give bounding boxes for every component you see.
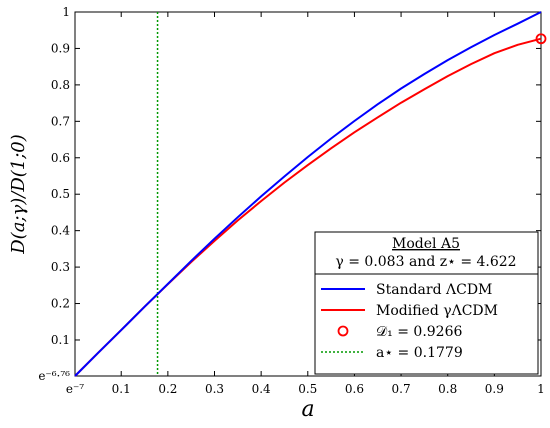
y-tick-label: 0.1 xyxy=(51,333,70,347)
data-series xyxy=(74,11,547,377)
legend-title: Model A5 xyxy=(392,236,460,252)
legend-entry-standard: Standard ΛCDM xyxy=(376,282,492,298)
y-tick-label: 0.7 xyxy=(51,114,70,128)
x-tick-label: 0.7 xyxy=(392,382,411,396)
x-tick-label: e⁻⁷ xyxy=(66,382,84,396)
y-tick-label: 0.5 xyxy=(51,187,70,201)
x-tick-label: 0.6 xyxy=(345,382,364,396)
y-tick-label: 1 xyxy=(62,5,70,19)
y-tick-label: e⁻⁶·⁷⁶ xyxy=(38,369,70,383)
legend-entry-marker: 𝒟₁ = 0.9266 xyxy=(376,324,462,340)
legend-box xyxy=(314,231,539,375)
axis-ticks: e⁻⁷ 0.1 0.2 0.3 0.4 0.5 0.6 0.7 0.8 0.9 1 e⁻⁶·⁷⁶ 0.1… xyxy=(38,5,545,396)
legend-subtitle: γ = 0.083 and z⋆ = 4.622 xyxy=(335,254,516,270)
x-tick-label: 0.1 xyxy=(112,382,131,396)
x-tick-label: 0.3 xyxy=(205,382,224,396)
x-tick-label: 0.4 xyxy=(252,382,271,396)
x-tick-label: 1 xyxy=(537,382,545,396)
d1-marker xyxy=(535,33,547,45)
y-tick-label: 0.2 xyxy=(51,297,70,311)
y-tick-label: 0.3 xyxy=(51,260,70,274)
y-axis-label: D(a;γ)/D(1;0) xyxy=(8,134,29,255)
x-tick-label: 0.2 xyxy=(158,382,177,396)
x-tick-label: 0.9 xyxy=(485,382,504,396)
series-standard-lcdm xyxy=(74,11,542,377)
x-axis-label: a xyxy=(301,397,314,422)
legend: Model A5 γ = 0.083 and z⋆ = 4.622 Standa… xyxy=(314,231,539,375)
y-tick-label: 0.9 xyxy=(51,41,70,55)
y-tick-label: 0.4 xyxy=(51,224,70,238)
legend-entry-modified: Modified γΛCDM xyxy=(376,303,498,319)
y-tick-label: 0.6 xyxy=(51,151,70,165)
legend-swatch-marker xyxy=(337,325,349,337)
x-tick-label: 0.8 xyxy=(438,382,457,396)
x-tick-label: 0.5 xyxy=(298,382,317,396)
y-tick-label: 0.8 xyxy=(51,78,70,92)
legend-entry-vline: a⋆ = 0.1779 xyxy=(376,345,463,361)
